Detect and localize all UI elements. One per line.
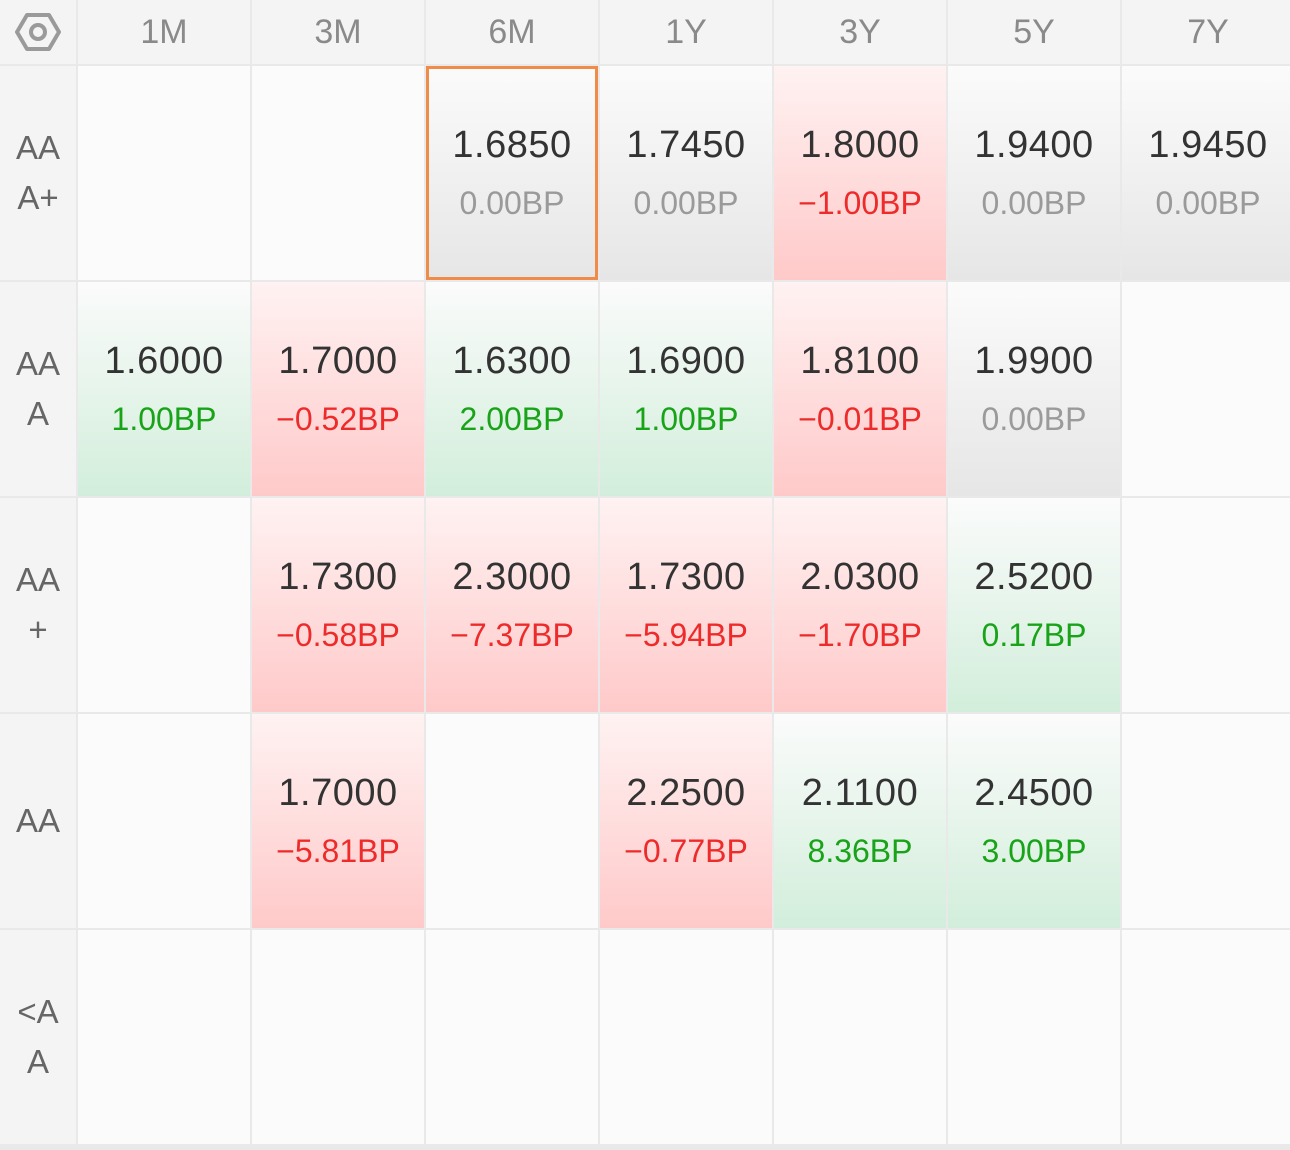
column-header-3y[interactable]: 3Y (774, 0, 946, 64)
row-header-rating: AA (0, 714, 76, 928)
rate-value: 1.8100 (800, 340, 920, 382)
column-header-5y[interactable]: 5Y (948, 0, 1120, 64)
rate-cell[interactable]: 1.6900 1.00BP (600, 282, 772, 496)
rate-value: 2.4500 (974, 772, 1094, 814)
bp-change: 1.00BP (111, 401, 217, 437)
settings-hexagon-icon (15, 13, 61, 51)
bp-change: −0.52BP (276, 401, 400, 437)
rate-value: 1.9450 (1148, 124, 1268, 166)
empty-cell (1122, 498, 1290, 712)
column-header-1m[interactable]: 1M (78, 0, 250, 64)
bp-change: −0.01BP (798, 401, 922, 437)
rate-cell[interactable]: 1.9900 0.00BP (948, 282, 1120, 496)
rate-value: 1.9400 (974, 124, 1094, 166)
rate-value: 1.6900 (626, 340, 746, 382)
rate-value: 1.9900 (974, 340, 1094, 382)
rate-value: 1.6850 (452, 124, 572, 166)
empty-cell (1122, 930, 1290, 1144)
rate-value: 2.0300 (800, 556, 920, 598)
settings-button[interactable] (0, 0, 76, 64)
column-header-1y[interactable]: 1Y (600, 0, 772, 64)
bp-change: 1.00BP (633, 401, 739, 437)
rate-value: 2.3000 (452, 556, 572, 598)
rate-cell[interactable]: 2.4500 3.00BP (948, 714, 1120, 928)
empty-cell (426, 714, 598, 928)
row-header-rating: <AA (0, 930, 76, 1144)
rate-cell[interactable]: 1.6850 0.00BP (426, 66, 598, 280)
bp-change: 0.17BP (981, 617, 1087, 653)
empty-cell (774, 930, 946, 1144)
rate-cell[interactable]: 1.7000 −0.52BP (252, 282, 424, 496)
empty-cell (426, 930, 598, 1144)
rate-value: 2.5200 (974, 556, 1094, 598)
rate-cell[interactable]: 2.0300 −1.70BP (774, 498, 946, 712)
rate-cell[interactable]: 1.6300 2.00BP (426, 282, 598, 496)
bp-change: −5.81BP (276, 833, 400, 869)
empty-cell (78, 930, 250, 1144)
rate-cell[interactable]: 1.7000 −5.81BP (252, 714, 424, 928)
rate-cell[interactable]: 2.3000 −7.37BP (426, 498, 598, 712)
rate-cell[interactable]: 1.7300 −5.94BP (600, 498, 772, 712)
bp-change: −7.37BP (450, 617, 574, 653)
rate-value: 1.7300 (626, 556, 746, 598)
column-header-3m[interactable]: 3M (252, 0, 424, 64)
bp-change: 3.00BP (981, 833, 1087, 869)
rate-cell[interactable]: 1.8100 −0.01BP (774, 282, 946, 496)
row-header-rating: AA+ (0, 498, 76, 712)
bp-change: −5.94BP (624, 617, 748, 653)
bp-change: 8.36BP (807, 833, 913, 869)
rate-cell[interactable]: 1.7450 0.00BP (600, 66, 772, 280)
rate-value: 1.6000 (104, 340, 224, 382)
bp-change: 0.00BP (633, 185, 739, 221)
bp-change: 2.00BP (459, 401, 565, 437)
rate-cell[interactable]: 1.7300 −0.58BP (252, 498, 424, 712)
rate-cell[interactable]: 2.5200 0.17BP (948, 498, 1120, 712)
empty-cell (948, 930, 1120, 1144)
rate-value: 1.7000 (278, 340, 398, 382)
row-header-rating: AAA+ (0, 66, 76, 280)
rate-cell[interactable]: 1.6000 1.00BP (78, 282, 250, 496)
rate-cell[interactable]: 2.2500 −0.77BP (600, 714, 772, 928)
rate-cell[interactable]: 1.8000 −1.00BP (774, 66, 946, 280)
bp-change: 0.00BP (459, 185, 565, 221)
bp-change: −1.70BP (798, 617, 922, 653)
column-header-7y[interactable]: 7Y (1122, 0, 1290, 64)
rate-value: 2.1100 (801, 772, 919, 814)
column-header-6m[interactable]: 6M (426, 0, 598, 64)
bp-change: −0.77BP (624, 833, 748, 869)
rate-value: 2.2500 (626, 772, 746, 814)
rate-cell[interactable]: 2.1100 8.36BP (774, 714, 946, 928)
empty-cell (78, 714, 250, 928)
empty-cell (252, 930, 424, 1144)
bp-change: −0.58BP (276, 617, 400, 653)
empty-cell (600, 930, 772, 1144)
empty-cell (78, 498, 250, 712)
rate-value: 1.7300 (278, 556, 398, 598)
bp-change: −1.00BP (798, 185, 922, 221)
row-header-rating: AAA (0, 282, 76, 496)
rate-value: 1.6300 (452, 340, 572, 382)
rate-value: 1.7000 (278, 772, 398, 814)
empty-cell (78, 66, 250, 280)
bp-change: 0.00BP (981, 401, 1087, 437)
empty-cell (1122, 714, 1290, 928)
empty-cell (1122, 282, 1290, 496)
rate-value: 1.8000 (800, 124, 920, 166)
empty-cell (252, 66, 424, 280)
rate-value: 1.7450 (626, 124, 746, 166)
bp-change: 0.00BP (1155, 185, 1261, 221)
rate-cell[interactable]: 1.9450 0.00BP (1122, 66, 1290, 280)
rate-cell[interactable]: 1.9400 0.00BP (948, 66, 1120, 280)
bp-change: 0.00BP (981, 185, 1087, 221)
